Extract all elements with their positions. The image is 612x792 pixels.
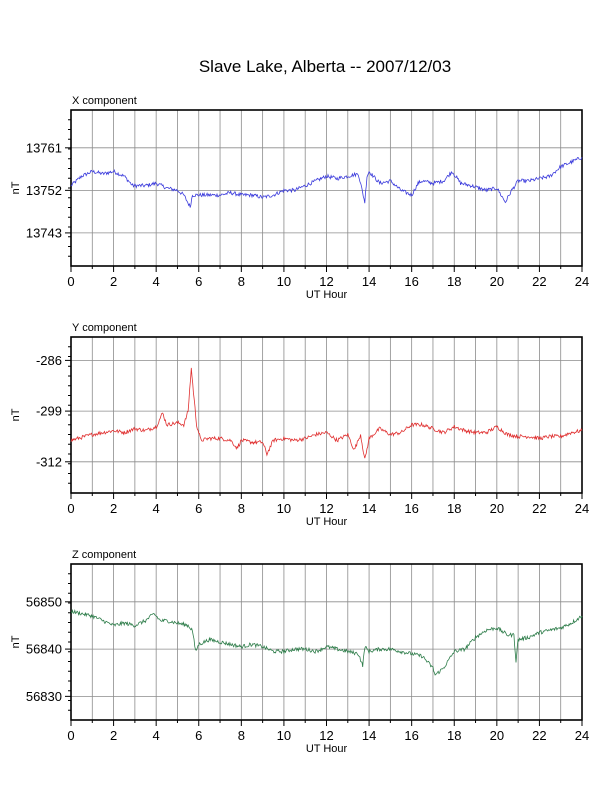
x-axis-label: UT Hour (306, 289, 348, 301)
x-tick-label: 22 (532, 501, 546, 516)
x-tick-label: 16 (404, 728, 418, 743)
series-line (70, 157, 583, 208)
x-tick-label: 24 (575, 274, 589, 289)
x-tick-label: 10 (277, 501, 291, 516)
x-axis-label: UT Hour (306, 516, 348, 528)
x-tick-label: 24 (575, 501, 589, 516)
panel-title: Z component (72, 549, 136, 561)
x-tick-label: 16 (404, 501, 418, 516)
x-axis-label: UT Hour (306, 743, 348, 755)
x-tick-label: 6 (195, 274, 202, 289)
page-title: Slave Lake, Alberta -- 2007/12/03 (198, 57, 452, 76)
x-tick-label: 6 (195, 728, 202, 743)
x-tick-label: 12 (319, 274, 333, 289)
y-tick-label: 13752 (26, 183, 62, 198)
y-tick-label: -312 (36, 454, 62, 469)
x-tick-label: 20 (490, 274, 504, 289)
y-tick-label: 56850 (26, 594, 62, 609)
x-tick-label: 14 (362, 728, 376, 743)
panel-title: Y component (72, 322, 137, 334)
y-tick-label: -299 (36, 404, 62, 419)
x-tick-label: 22 (532, 728, 546, 743)
x-tick-label: 18 (447, 274, 461, 289)
x-tick-label: 4 (153, 274, 160, 289)
x-tick-label: 0 (67, 728, 74, 743)
x-tick-label: 8 (238, 501, 245, 516)
y-axis-label: nT (10, 408, 22, 421)
panel-title: X component (72, 95, 137, 107)
x-tick-label: 20 (490, 501, 504, 516)
x-tick-label: 0 (67, 274, 74, 289)
x-tick-label: 10 (277, 274, 291, 289)
x-tick-label: 18 (447, 501, 461, 516)
series-line (70, 367, 583, 459)
x-tick-label: 14 (362, 501, 376, 516)
x-tick-label: 14 (362, 274, 376, 289)
x-tick-label: 12 (319, 728, 333, 743)
y-tick-label: 13743 (26, 225, 62, 240)
x-tick-label: 4 (153, 728, 160, 743)
y-tick-label: -286 (36, 353, 62, 368)
x-tick-label: 10 (277, 728, 291, 743)
x-tick-label: 8 (238, 728, 245, 743)
x-tick-label: 2 (110, 274, 117, 289)
x-tick-label: 22 (532, 274, 546, 289)
x-tick-label: 4 (153, 501, 160, 516)
x-tick-label: 16 (404, 274, 418, 289)
x-tick-label: 12 (319, 501, 333, 516)
y-axis-label: nT (10, 181, 22, 194)
y-tick-label: 56830 (26, 689, 62, 704)
y-axis-label: nT (10, 635, 22, 648)
x-tick-label: 6 (195, 501, 202, 516)
x-tick-label: 20 (490, 728, 504, 743)
x-tick-label: 8 (238, 274, 245, 289)
x-tick-label: 18 (447, 728, 461, 743)
x-tick-label: 2 (110, 501, 117, 516)
x-tick-label: 0 (67, 501, 74, 516)
y-tick-label: 13761 (26, 140, 62, 155)
x-tick-label: 2 (110, 728, 117, 743)
series-line (70, 608, 583, 676)
x-tick-label: 24 (575, 728, 589, 743)
y-tick-label: 56840 (26, 642, 62, 657)
